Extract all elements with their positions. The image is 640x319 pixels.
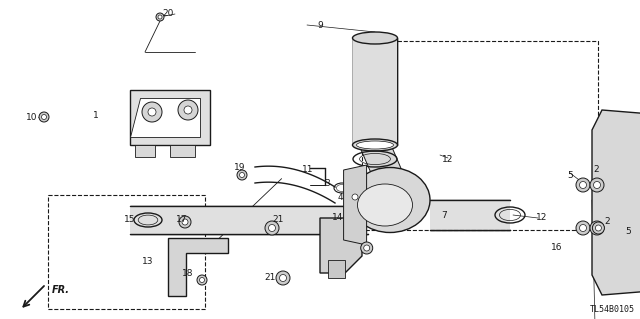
Circle shape	[280, 275, 287, 281]
Text: 19: 19	[234, 164, 246, 173]
Circle shape	[239, 173, 244, 177]
Text: 17: 17	[176, 216, 188, 225]
Text: 9: 9	[317, 20, 323, 29]
Ellipse shape	[353, 32, 397, 44]
Circle shape	[576, 178, 590, 192]
Circle shape	[576, 221, 590, 235]
Circle shape	[156, 13, 164, 21]
Circle shape	[593, 222, 604, 234]
Polygon shape	[168, 238, 228, 296]
Text: 2: 2	[604, 218, 610, 226]
Polygon shape	[359, 145, 406, 180]
Text: 7: 7	[441, 211, 447, 219]
Polygon shape	[344, 165, 367, 245]
Circle shape	[579, 182, 586, 189]
Text: 13: 13	[142, 257, 154, 266]
Text: 16: 16	[551, 243, 563, 253]
Text: 21: 21	[272, 216, 284, 225]
Polygon shape	[130, 98, 200, 137]
Text: 12: 12	[536, 213, 548, 222]
Text: 21: 21	[264, 273, 276, 283]
Circle shape	[276, 271, 290, 285]
Circle shape	[361, 242, 372, 254]
Text: 15: 15	[124, 216, 136, 225]
Text: 12: 12	[442, 155, 454, 165]
Circle shape	[590, 178, 604, 192]
Text: 5: 5	[567, 170, 573, 180]
Circle shape	[179, 216, 191, 228]
Text: 1: 1	[93, 110, 99, 120]
Text: 18: 18	[182, 270, 194, 278]
Text: 10: 10	[26, 113, 38, 122]
Circle shape	[593, 182, 600, 189]
Circle shape	[184, 106, 192, 114]
Circle shape	[593, 225, 600, 232]
Circle shape	[590, 221, 604, 235]
Circle shape	[178, 100, 198, 120]
Bar	[362, 41, 598, 230]
Circle shape	[349, 191, 361, 203]
Circle shape	[182, 219, 188, 225]
Circle shape	[39, 112, 49, 122]
Circle shape	[595, 225, 602, 231]
Circle shape	[148, 108, 156, 116]
Circle shape	[142, 102, 162, 122]
Circle shape	[269, 225, 275, 232]
Circle shape	[200, 278, 205, 283]
Text: TL54B0105: TL54B0105	[590, 305, 635, 314]
Ellipse shape	[353, 139, 397, 151]
Ellipse shape	[358, 184, 413, 226]
Circle shape	[265, 221, 279, 235]
Polygon shape	[170, 145, 195, 157]
Polygon shape	[353, 38, 397, 145]
Polygon shape	[130, 206, 368, 234]
Polygon shape	[430, 200, 510, 230]
Polygon shape	[592, 110, 640, 295]
Circle shape	[42, 115, 47, 120]
Ellipse shape	[350, 167, 430, 233]
Circle shape	[197, 275, 207, 285]
Text: 2: 2	[593, 165, 599, 174]
Circle shape	[364, 245, 370, 251]
Text: 3: 3	[324, 180, 330, 189]
Circle shape	[237, 170, 247, 180]
Polygon shape	[320, 218, 362, 273]
Text: 20: 20	[163, 10, 173, 19]
Text: 11: 11	[302, 166, 314, 174]
Ellipse shape	[356, 141, 394, 149]
Circle shape	[158, 15, 162, 19]
Polygon shape	[130, 90, 210, 145]
Text: FR.: FR.	[52, 285, 70, 295]
Circle shape	[352, 194, 358, 200]
Text: 14: 14	[332, 212, 344, 221]
Circle shape	[579, 225, 586, 232]
Text: 5: 5	[625, 227, 631, 236]
Text: 4: 4	[337, 194, 343, 203]
Bar	[48, 195, 205, 309]
Polygon shape	[328, 260, 345, 278]
Polygon shape	[135, 145, 155, 157]
